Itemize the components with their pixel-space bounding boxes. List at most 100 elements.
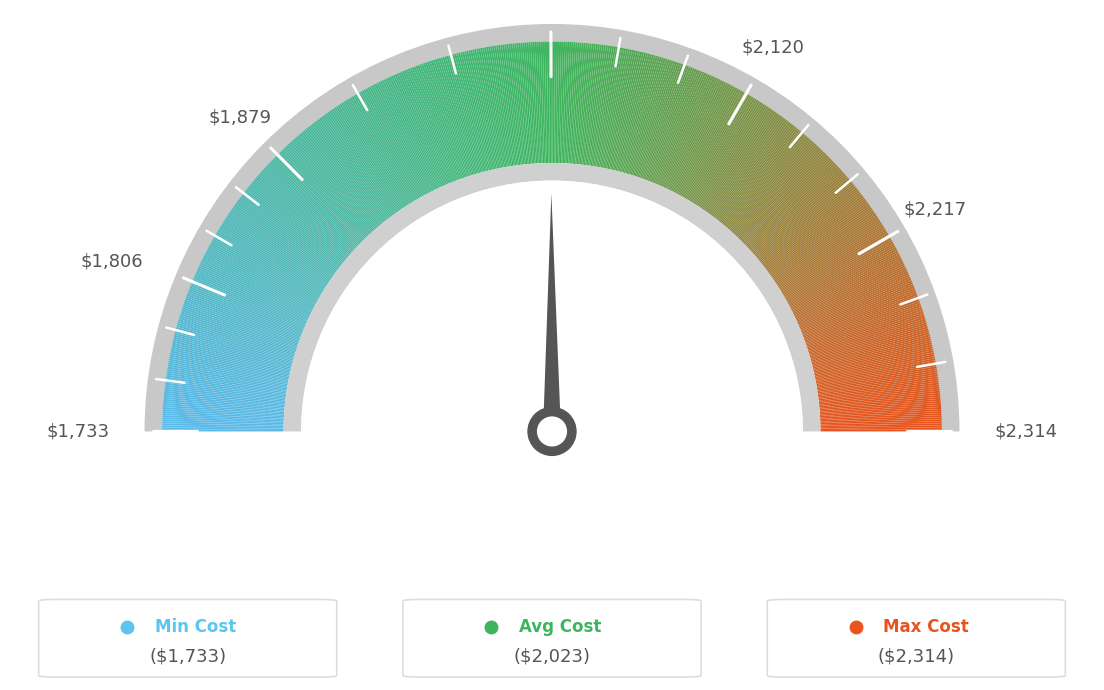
Wedge shape <box>633 60 671 176</box>
Wedge shape <box>817 373 937 392</box>
Wedge shape <box>723 130 802 225</box>
Wedge shape <box>617 53 648 171</box>
Wedge shape <box>505 44 520 165</box>
Text: ($1,733): ($1,733) <box>149 648 226 666</box>
Wedge shape <box>636 61 676 177</box>
Wedge shape <box>394 74 445 186</box>
Wedge shape <box>697 103 764 206</box>
Text: $2,314: $2,314 <box>995 422 1058 440</box>
Wedge shape <box>657 72 707 185</box>
Wedge shape <box>644 65 687 179</box>
Wedge shape <box>507 44 522 165</box>
Wedge shape <box>652 70 700 184</box>
Wedge shape <box>803 291 916 337</box>
Wedge shape <box>162 415 284 422</box>
Wedge shape <box>807 310 923 350</box>
Text: $2,120: $2,120 <box>741 39 804 57</box>
Wedge shape <box>820 425 942 428</box>
Wedge shape <box>820 417 942 423</box>
Wedge shape <box>173 337 291 368</box>
Wedge shape <box>543 41 548 163</box>
Wedge shape <box>788 245 895 304</box>
Wedge shape <box>163 405 284 415</box>
Wedge shape <box>275 156 362 243</box>
Wedge shape <box>696 102 762 206</box>
Wedge shape <box>194 275 306 325</box>
Wedge shape <box>410 68 455 181</box>
Wedge shape <box>779 224 883 290</box>
Wedge shape <box>230 211 330 281</box>
Wedge shape <box>794 262 904 316</box>
Wedge shape <box>569 42 577 164</box>
Wedge shape <box>820 427 942 430</box>
Wedge shape <box>667 79 721 190</box>
Wedge shape <box>782 229 887 293</box>
Wedge shape <box>482 48 506 168</box>
Wedge shape <box>789 250 899 308</box>
Wedge shape <box>266 165 357 249</box>
Wedge shape <box>560 41 565 163</box>
Wedge shape <box>608 50 636 169</box>
Wedge shape <box>458 52 489 171</box>
Wedge shape <box>660 75 712 186</box>
Wedge shape <box>464 51 492 170</box>
Wedge shape <box>163 399 285 411</box>
Wedge shape <box>203 255 312 311</box>
Wedge shape <box>817 366 936 388</box>
Wedge shape <box>813 336 931 367</box>
Wedge shape <box>784 236 891 298</box>
Wedge shape <box>425 62 466 177</box>
Wedge shape <box>450 55 484 172</box>
Wedge shape <box>329 110 400 211</box>
Wedge shape <box>690 97 753 201</box>
Wedge shape <box>790 253 900 309</box>
Wedge shape <box>763 190 860 266</box>
Wedge shape <box>199 266 309 319</box>
Wedge shape <box>163 395 285 408</box>
Wedge shape <box>217 230 322 294</box>
Wedge shape <box>420 64 461 179</box>
Wedge shape <box>564 42 572 164</box>
Wedge shape <box>802 288 915 334</box>
Wedge shape <box>820 409 942 417</box>
Wedge shape <box>162 429 284 431</box>
Wedge shape <box>702 108 773 210</box>
Text: ($2,314): ($2,314) <box>878 648 955 666</box>
Wedge shape <box>800 282 913 330</box>
Wedge shape <box>167 366 287 388</box>
Wedge shape <box>651 70 699 183</box>
Wedge shape <box>591 46 611 166</box>
Wedge shape <box>323 114 396 214</box>
Wedge shape <box>745 161 835 246</box>
Wedge shape <box>316 120 391 218</box>
Wedge shape <box>744 158 831 244</box>
Wedge shape <box>820 413 942 420</box>
Wedge shape <box>171 344 290 373</box>
Wedge shape <box>808 317 925 354</box>
Wedge shape <box>164 386 285 402</box>
Wedge shape <box>708 113 779 213</box>
Wedge shape <box>166 379 286 397</box>
Wedge shape <box>694 101 761 204</box>
Wedge shape <box>255 177 349 257</box>
Wedge shape <box>201 260 311 315</box>
Wedge shape <box>664 77 715 188</box>
Wedge shape <box>258 174 350 255</box>
Wedge shape <box>166 375 286 394</box>
Wedge shape <box>282 149 367 238</box>
Wedge shape <box>167 371 287 391</box>
Wedge shape <box>167 373 287 393</box>
Wedge shape <box>639 63 681 178</box>
Wedge shape <box>309 125 386 221</box>
Wedge shape <box>222 223 326 289</box>
Wedge shape <box>167 368 287 390</box>
Wedge shape <box>277 153 364 241</box>
Wedge shape <box>406 69 453 183</box>
Wedge shape <box>183 304 298 344</box>
Wedge shape <box>454 54 486 172</box>
Wedge shape <box>382 80 436 190</box>
Wedge shape <box>735 147 820 237</box>
Wedge shape <box>681 90 741 197</box>
Wedge shape <box>816 360 936 384</box>
Wedge shape <box>798 275 910 325</box>
